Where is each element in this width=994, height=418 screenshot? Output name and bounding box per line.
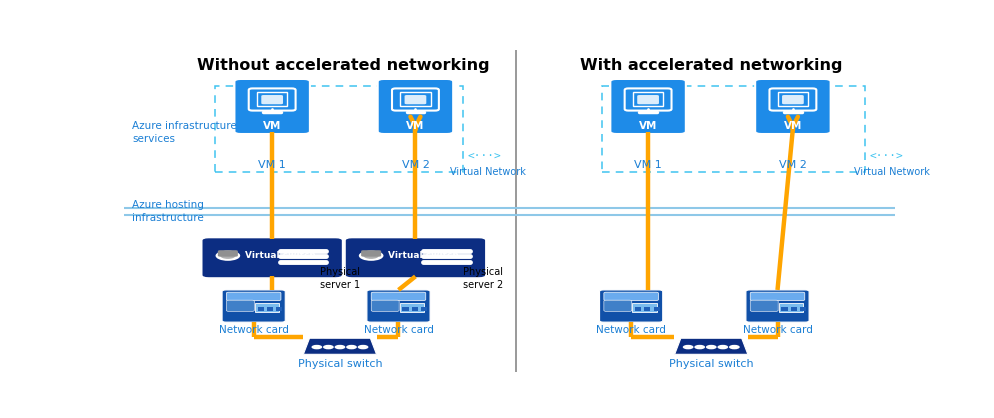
Text: Virtual switch: Virtual switch [388, 251, 459, 260]
Circle shape [729, 345, 740, 349]
Circle shape [694, 345, 705, 349]
FancyBboxPatch shape [202, 237, 343, 278]
FancyBboxPatch shape [378, 79, 453, 134]
Polygon shape [675, 338, 747, 354]
FancyBboxPatch shape [222, 290, 285, 322]
FancyBboxPatch shape [256, 92, 287, 106]
FancyBboxPatch shape [403, 307, 409, 311]
FancyBboxPatch shape [405, 95, 426, 104]
FancyBboxPatch shape [266, 307, 273, 311]
FancyBboxPatch shape [400, 303, 423, 312]
Bar [215, 86, 463, 173]
Text: VM 1: VM 1 [634, 160, 662, 170]
FancyBboxPatch shape [361, 250, 381, 257]
Circle shape [346, 345, 357, 349]
FancyBboxPatch shape [371, 292, 425, 301]
FancyBboxPatch shape [227, 300, 254, 311]
Text: Network card: Network card [596, 325, 666, 335]
FancyBboxPatch shape [420, 307, 427, 311]
Text: Network card: Network card [743, 325, 812, 335]
FancyBboxPatch shape [781, 307, 787, 311]
Text: Virtual Network: Virtual Network [450, 166, 526, 176]
FancyBboxPatch shape [367, 290, 430, 322]
FancyBboxPatch shape [755, 79, 831, 134]
Circle shape [216, 250, 241, 261]
Text: <···>: <···> [468, 152, 502, 162]
Text: <···>: <···> [870, 152, 904, 162]
FancyBboxPatch shape [777, 92, 808, 106]
FancyBboxPatch shape [412, 307, 417, 311]
Circle shape [359, 250, 384, 261]
Text: Azure infrastructure
services: Azure infrastructure services [132, 121, 237, 144]
FancyBboxPatch shape [218, 250, 238, 257]
FancyBboxPatch shape [227, 292, 281, 301]
FancyBboxPatch shape [371, 300, 400, 311]
FancyBboxPatch shape [782, 95, 804, 104]
Circle shape [311, 345, 322, 349]
FancyBboxPatch shape [235, 79, 310, 134]
FancyBboxPatch shape [653, 307, 660, 311]
FancyBboxPatch shape [750, 300, 778, 311]
FancyBboxPatch shape [276, 307, 282, 311]
FancyBboxPatch shape [261, 95, 283, 104]
Polygon shape [303, 338, 377, 354]
FancyBboxPatch shape [633, 92, 663, 106]
FancyBboxPatch shape [254, 303, 279, 312]
Circle shape [220, 252, 236, 259]
Circle shape [358, 345, 369, 349]
Text: VM: VM [639, 121, 657, 131]
Circle shape [335, 345, 345, 349]
FancyBboxPatch shape [604, 300, 632, 311]
FancyBboxPatch shape [624, 89, 672, 111]
Text: Without accelerated networking: Without accelerated networking [198, 58, 490, 73]
FancyBboxPatch shape [248, 89, 295, 111]
FancyBboxPatch shape [750, 292, 805, 301]
Text: With accelerated networking: With accelerated networking [580, 58, 843, 73]
Text: Network card: Network card [219, 325, 288, 335]
Circle shape [683, 345, 694, 349]
FancyBboxPatch shape [610, 79, 686, 134]
FancyBboxPatch shape [800, 307, 806, 311]
FancyBboxPatch shape [257, 307, 263, 311]
Text: Azure hosting
infrastructure: Azure hosting infrastructure [132, 200, 204, 223]
Text: Physical switch: Physical switch [297, 359, 383, 369]
FancyBboxPatch shape [632, 303, 656, 312]
Bar [602, 86, 866, 173]
FancyBboxPatch shape [778, 303, 803, 312]
FancyBboxPatch shape [769, 89, 816, 111]
Text: VM: VM [783, 121, 802, 131]
Circle shape [323, 345, 334, 349]
Text: Physical switch: Physical switch [669, 359, 753, 369]
FancyBboxPatch shape [392, 89, 439, 111]
Text: VM: VM [263, 121, 281, 131]
FancyBboxPatch shape [635, 307, 641, 311]
Text: Virtual Network: Virtual Network [854, 166, 929, 176]
Circle shape [718, 345, 729, 349]
FancyBboxPatch shape [644, 307, 650, 311]
FancyBboxPatch shape [401, 92, 430, 106]
Text: VM 2: VM 2 [779, 160, 807, 170]
FancyBboxPatch shape [345, 237, 486, 278]
FancyBboxPatch shape [746, 290, 809, 322]
Circle shape [706, 345, 717, 349]
FancyBboxPatch shape [637, 95, 659, 104]
Text: Virtual switch: Virtual switch [245, 251, 316, 260]
Text: VM 2: VM 2 [402, 160, 429, 170]
Text: VM 1: VM 1 [258, 160, 286, 170]
FancyBboxPatch shape [599, 290, 663, 322]
FancyBboxPatch shape [790, 307, 797, 311]
Circle shape [364, 252, 379, 259]
Text: Physical
server 1: Physical server 1 [320, 268, 360, 290]
Text: Physical
server 2: Physical server 2 [463, 268, 503, 290]
Text: VM: VM [407, 121, 424, 131]
Text: Network card: Network card [364, 325, 433, 335]
FancyBboxPatch shape [604, 292, 658, 301]
